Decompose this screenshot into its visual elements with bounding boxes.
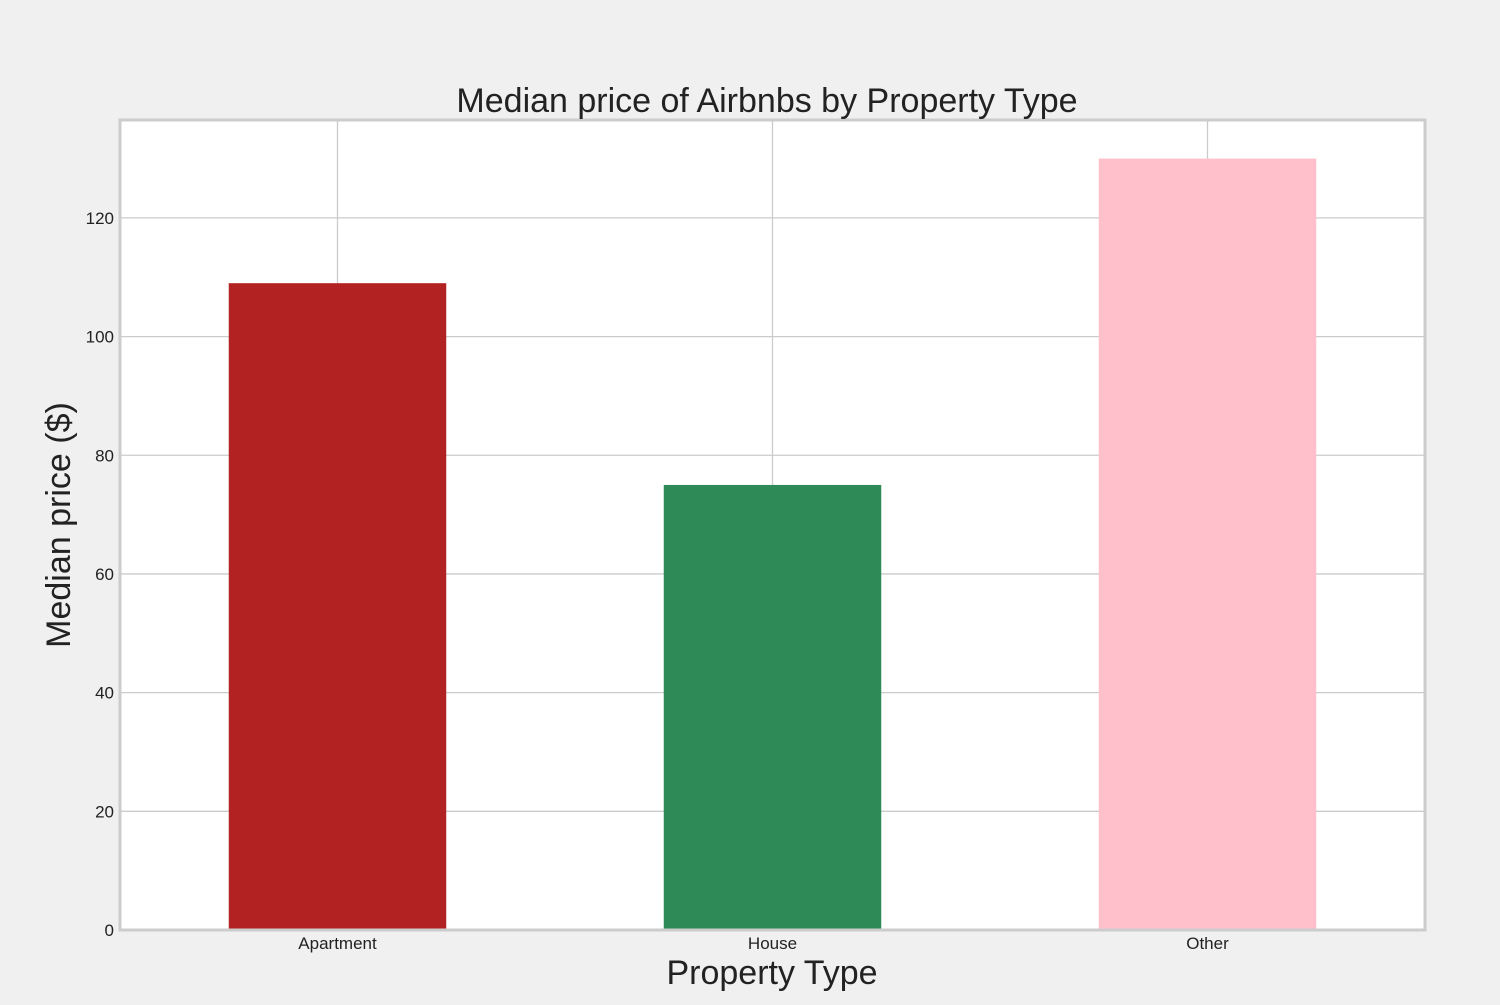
y-tick-label: 40 [95, 684, 114, 703]
chart-title: Median price of Airbnbs by Property Type [456, 82, 1077, 120]
bar-other [1098, 158, 1317, 931]
x-tick-label: Apartment [298, 934, 377, 953]
y-tick-label: 80 [95, 446, 114, 465]
x-axis-label: Property Type [666, 954, 877, 992]
x-tick-label: House [748, 934, 797, 953]
y-tick-label: 120 [86, 209, 114, 228]
y-tick-labels: 0 20 40 60 80 100 120 [86, 209, 114, 940]
y-tick-label: 100 [86, 328, 114, 347]
x-tick-label: Other [1186, 934, 1229, 953]
y-tick-label: 0 [105, 921, 114, 940]
bar-apartment [228, 283, 447, 931]
y-tick-label: 60 [95, 565, 114, 584]
bars [228, 158, 1317, 931]
y-axis-label: Median price ($) [40, 402, 78, 648]
bar-house [663, 484, 882, 930]
y-tick-label: 20 [95, 802, 114, 821]
x-tick-labels: Apartment House Other [298, 934, 1229, 953]
plot-frame [118, 118, 1427, 932]
